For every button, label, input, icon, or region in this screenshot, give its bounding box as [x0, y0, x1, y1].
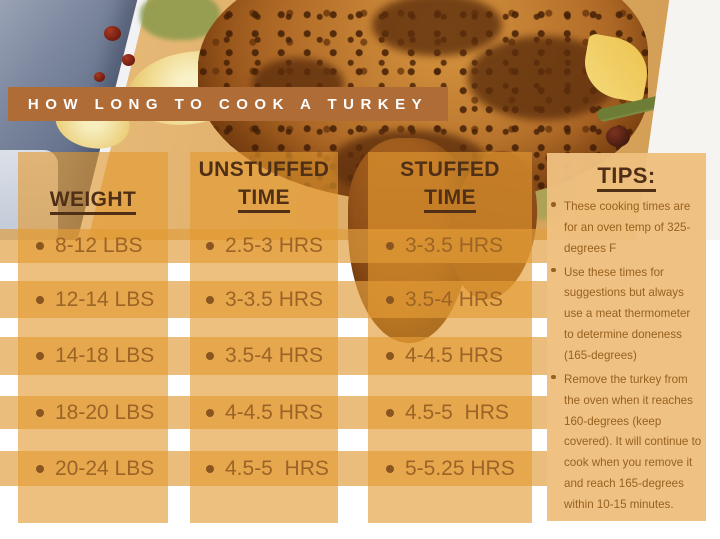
column-header-weight: WEIGHT [18, 186, 168, 215]
header-label: WEIGHT [49, 188, 137, 215]
column-tips-panel [547, 153, 706, 521]
table-cell-unstuffed-1: 2.5-3 HRS [206, 229, 338, 263]
table-cell-unstuffed-4: 4-4.5 HRS [206, 396, 338, 429]
title-banner: HOW LONG TO COOK A TURKEY [8, 87, 448, 121]
tip-text: Remove the turkey from the oven when it … [564, 372, 702, 512]
cranberry [104, 26, 121, 41]
bullet-icon [551, 263, 564, 367]
bullet-icon [206, 408, 214, 417]
column-header-tips: TIPS: [547, 162, 706, 192]
cranberry [606, 126, 630, 147]
bullet-icon [36, 408, 44, 417]
column-unstuffed-panel [190, 152, 338, 523]
bullet-icon [36, 352, 44, 360]
tips-list: These cooking times are for an oven temp… [551, 197, 703, 519]
bullet-icon [206, 242, 214, 250]
column-header-unstuffed: UNSTUFFED TIME [190, 156, 338, 213]
table-cell-stuffed-2: 3.5-4 HRS [386, 281, 532, 318]
table-cell-stuffed-1: 3-3.5 HRS [386, 229, 532, 263]
header-label: TIME [424, 186, 476, 213]
bullet-icon [206, 352, 214, 360]
bullet-icon [36, 464, 44, 473]
table-cell-weight-4: 18-20 LBS [36, 396, 168, 429]
bullet-icon [36, 242, 44, 250]
bullet-icon [386, 352, 394, 360]
cranberry [94, 72, 105, 82]
bullet-icon [551, 370, 564, 516]
bullet-icon [206, 295, 214, 304]
bullet-icon [206, 464, 214, 473]
column-stuffed-panel [368, 152, 532, 523]
bullet-icon [386, 408, 394, 417]
tip-item: Use these times for suggestions but alwa… [551, 263, 703, 367]
bullet-icon [551, 197, 564, 260]
tip-item: These cooking times are for an oven temp… [551, 197, 703, 260]
crust-patch [372, 0, 502, 56]
table-cell-weight-5: 20-24 LBS [36, 451, 168, 486]
table-cell-stuffed-3: 4-4.5 HRS [386, 337, 532, 375]
page-title: HOW LONG TO COOK A TURKEY [27, 95, 429, 113]
tip-text: Use these times for suggestions but alwa… [564, 265, 691, 363]
bullet-icon [386, 464, 394, 473]
tip-text: These cooking times are for an oven temp… [564, 200, 691, 255]
column-weight-panel [18, 152, 168, 523]
table-cell-weight-1: 8-12 LBS [36, 229, 168, 263]
header-label: STUFFED [400, 158, 500, 181]
table-cell-unstuffed-2: 3-3.5 HRS [206, 281, 338, 318]
table-cell-stuffed-5: 5-5.25 HRS [386, 451, 532, 486]
header-label: TIPS: [597, 163, 656, 192]
tip-item: Remove the turkey from the oven when it … [551, 370, 703, 516]
table-cell-unstuffed-3: 3.5-4 HRS [206, 337, 338, 375]
column-header-stuffed: STUFFED TIME [368, 156, 532, 213]
bullet-icon [386, 295, 394, 304]
cranberry [122, 54, 135, 66]
table-cell-weight-2: 12-14 LBS [36, 281, 168, 318]
bullet-icon [386, 242, 394, 250]
table-cell-unstuffed-5: 4.5-5 HRS [206, 451, 338, 486]
table-cell-stuffed-4: 4.5-5 HRS [386, 396, 532, 429]
bullet-icon [36, 295, 44, 304]
header-label: TIME [238, 186, 290, 213]
header-label: UNSTUFFED [198, 158, 330, 181]
table-cell-weight-3: 14-18 LBS [36, 337, 168, 375]
